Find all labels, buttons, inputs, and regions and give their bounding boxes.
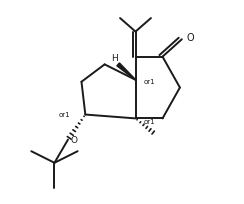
Text: or1: or1 <box>143 119 155 125</box>
Text: or1: or1 <box>58 112 70 118</box>
Text: O: O <box>187 33 194 43</box>
Polygon shape <box>117 63 136 80</box>
Text: O: O <box>71 136 78 145</box>
Text: or1: or1 <box>143 79 155 85</box>
Text: H: H <box>111 54 118 63</box>
